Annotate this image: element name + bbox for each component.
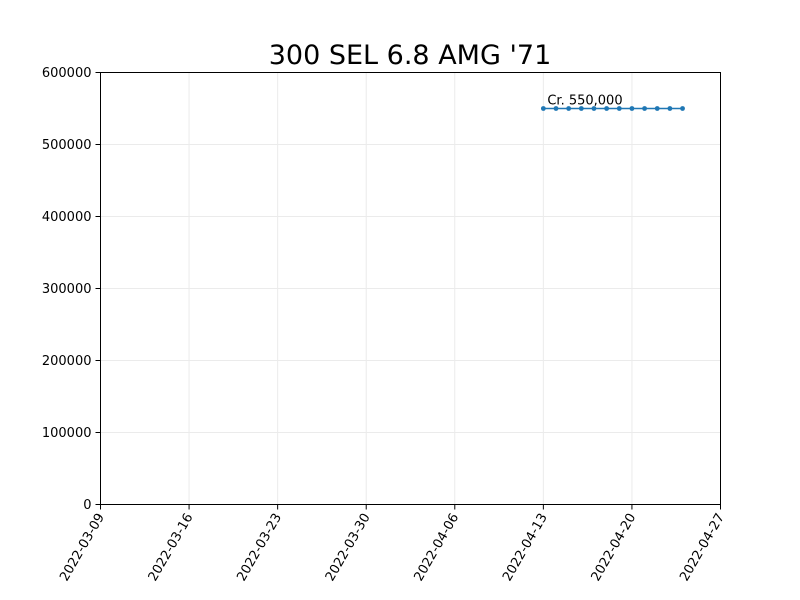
y-tick-label: 300000 <box>42 282 92 297</box>
y-tick-label: 600000 <box>42 66 92 81</box>
data-point <box>667 106 673 111</box>
grid <box>100 72 721 505</box>
data-label: Cr. 550,000 <box>547 94 622 109</box>
x-tick-label: 2022-03-30 <box>323 511 374 584</box>
x-tick-label: 2022-04-06 <box>411 511 462 584</box>
series-layer <box>540 106 685 111</box>
data-point <box>553 106 559 111</box>
x-tick-label: 2022-04-27 <box>677 511 728 584</box>
y-tick-label: 500000 <box>42 138 92 153</box>
data-point <box>616 106 622 111</box>
y-tick-label: 200000 <box>42 354 92 369</box>
data-point <box>578 106 584 111</box>
y-tick-label: 0 <box>83 498 91 513</box>
x-tick-label: 2022-04-20 <box>589 511 640 584</box>
x-tick-label: 2022-03-23 <box>234 511 285 584</box>
data-point <box>591 106 597 111</box>
data-point <box>642 106 647 111</box>
y-tick-label: 400000 <box>42 210 92 225</box>
axes: 2022-03-09 2022-03-16 2022-03-23 2022-03-30… <box>42 66 728 584</box>
plot-frame <box>100 72 721 505</box>
y-tick-label: 100000 <box>42 426 92 441</box>
data-point <box>629 106 635 111</box>
data-point <box>680 106 685 111</box>
x-tick-label: 2022-03-09 <box>57 511 108 584</box>
annotations-layer: Cr. 550,000 <box>547 94 622 109</box>
data-point <box>604 106 610 111</box>
chart-title: 300 SEL 6.8 AMG '71 <box>269 40 552 71</box>
x-tick-label: 2022-04-13 <box>500 511 551 584</box>
data-point <box>540 106 546 111</box>
data-point <box>654 106 660 111</box>
x-tick-label: 2022-03-16 <box>146 511 197 584</box>
data-point <box>566 106 572 111</box>
